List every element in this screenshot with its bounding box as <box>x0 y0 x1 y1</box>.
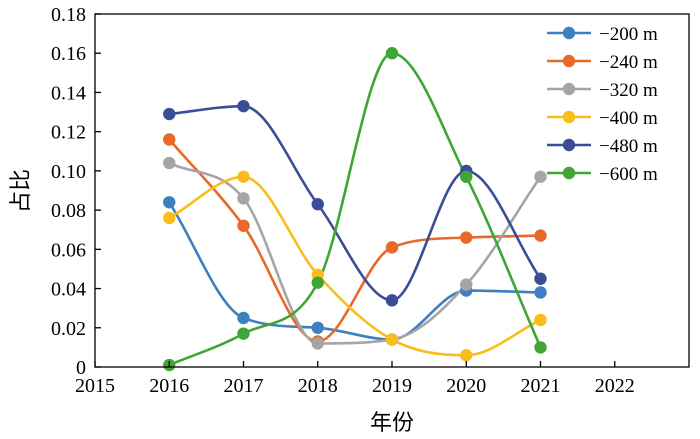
legend-marker <box>562 26 576 40</box>
legend-marker <box>562 166 576 180</box>
series-points <box>163 47 547 372</box>
data-point <box>385 333 399 346</box>
data-point <box>534 229 547 242</box>
x-tick-label: 2021 <box>521 375 561 397</box>
x-tick-label: 2020 <box>446 375 486 397</box>
legend-item: −600 m <box>547 164 658 185</box>
data-point <box>163 107 176 121</box>
data-point <box>163 196 176 209</box>
y-tick-label: 0.18 <box>51 4 86 26</box>
y-tick-label: 0.10 <box>51 161 86 183</box>
y-tick-label: 0.14 <box>51 82 86 104</box>
data-point <box>534 313 547 327</box>
series-line <box>167 175 542 357</box>
legend-label: −240 m <box>599 52 658 73</box>
data-point <box>311 276 324 289</box>
y-tick-label: 0.12 <box>51 122 86 144</box>
legend-marker <box>562 138 576 152</box>
data-point <box>385 47 399 60</box>
x-tick-label: 2022 <box>595 375 635 397</box>
data-point <box>385 294 399 307</box>
data-point <box>460 349 473 362</box>
legend-label: −600 m <box>599 164 658 185</box>
data-point <box>385 241 399 254</box>
data-point <box>237 99 250 113</box>
legend-marker <box>562 110 576 124</box>
x-tick-label: 2018 <box>298 375 338 397</box>
series-lines <box>167 51 542 367</box>
x-tick-label: 2017 <box>224 375 264 397</box>
legend: −200 m −240 m −320 m −400 m −480 m −600 m <box>547 24 658 185</box>
legend-label: −400 m <box>599 108 658 129</box>
data-point <box>163 156 176 170</box>
legend-marker <box>562 82 576 96</box>
y-axis-ticks: 0 0.02 0.04 0.06 0.08 0.10 0.12 0.14 0.16 0.18 <box>51 4 101 379</box>
data-point <box>311 337 324 350</box>
series-line <box>167 51 542 367</box>
data-point <box>534 341 547 354</box>
data-point <box>311 321 324 334</box>
y-tick-label: 0 <box>76 357 86 379</box>
y-tick-label: 0.06 <box>51 239 86 261</box>
legend-label: −480 m <box>599 136 658 157</box>
data-point <box>163 133 176 146</box>
data-point <box>534 170 547 183</box>
x-axis-title: 年份 <box>370 411 414 436</box>
data-point <box>237 327 250 340</box>
series-line <box>167 200 542 341</box>
legend-item: −240 m <box>547 52 658 73</box>
legend-item: −200 m <box>547 24 658 45</box>
y-tick-label: 0.02 <box>51 318 86 340</box>
x-tick-label: 2019 <box>372 375 412 397</box>
data-point <box>311 198 324 211</box>
data-point <box>460 278 473 291</box>
series-line <box>167 161 542 345</box>
data-point <box>460 170 473 183</box>
data-point <box>237 192 250 205</box>
data-point <box>237 219 250 232</box>
x-tick-label: 2015 <box>75 375 115 397</box>
data-point <box>534 272 547 285</box>
legend-item: −320 m <box>547 80 658 101</box>
data-point <box>460 231 473 244</box>
y-axis-title: 占比 <box>9 169 34 213</box>
data-point <box>534 286 547 299</box>
data-point <box>237 170 250 183</box>
legend-label: −200 m <box>599 24 658 45</box>
legend-marker <box>562 54 576 68</box>
y-tick-label: 0.08 <box>51 200 86 222</box>
legend-item: −480 m <box>547 136 658 157</box>
y-tick-label: 0.04 <box>51 279 86 301</box>
legend-label: −320 m <box>599 80 658 101</box>
legend-item: −400 m <box>547 108 658 129</box>
x-axis-ticks: 2015 2016 2017 2018 2019 2020 2021 2022 <box>75 361 635 397</box>
x-tick-label: 2016 <box>149 375 189 397</box>
y-tick-label: 0.16 <box>51 43 86 65</box>
data-point <box>163 211 176 225</box>
data-point <box>237 311 250 325</box>
